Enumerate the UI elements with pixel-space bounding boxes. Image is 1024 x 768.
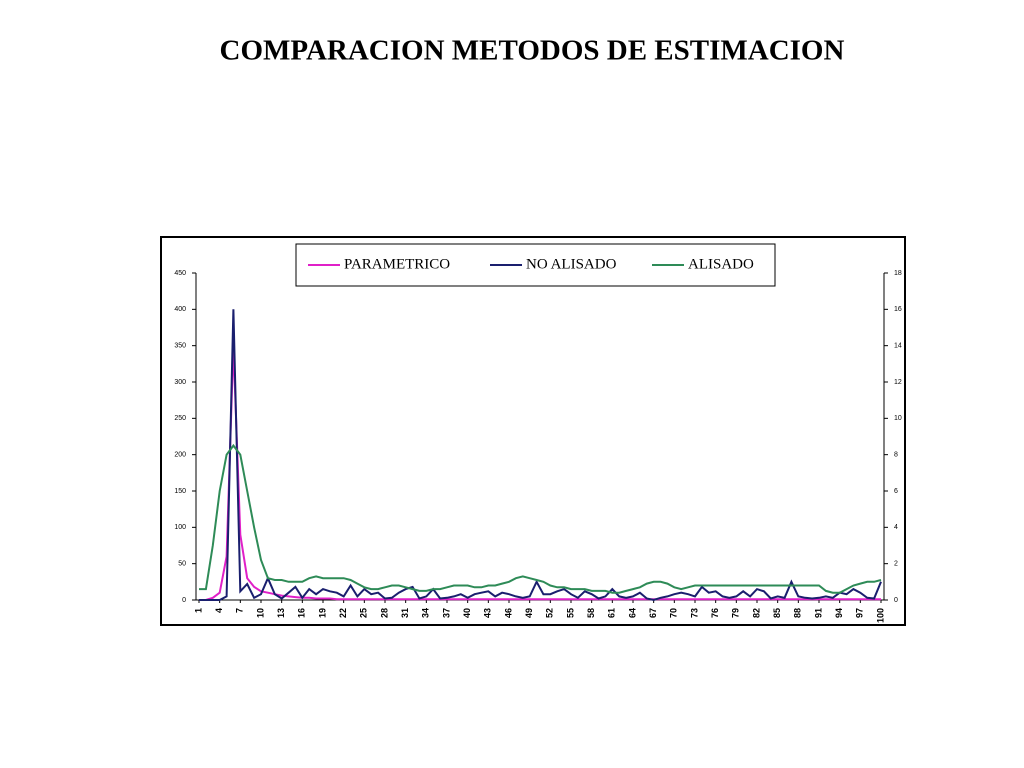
y-tick-label: 250 <box>174 415 186 422</box>
y2-tick-label: 0 <box>894 597 898 604</box>
x-tick-label: 100 <box>875 608 885 623</box>
y-tick-label: 450 <box>174 270 186 277</box>
y2-tick-label: 14 <box>894 343 902 350</box>
y2-tick-label: 2 <box>894 561 898 568</box>
y-tick-label: 50 <box>178 561 186 568</box>
legend-label: NO ALISADO <box>526 256 617 272</box>
x-tick-label: 28 <box>379 608 389 618</box>
y2-tick-label: 4 <box>894 524 898 531</box>
y-tick-label: 200 <box>174 452 186 459</box>
x-tick-label: 4 <box>214 608 224 613</box>
y-tick-label: 0 <box>182 597 186 604</box>
legend-label: ALISADO <box>688 256 754 272</box>
y2-tick-label: 18 <box>894 270 902 277</box>
chart-title: COMPARACION METODOS DE ESTIMACION <box>220 35 845 67</box>
x-tick-label: 67 <box>648 608 658 618</box>
y-tick-label: 150 <box>174 488 186 495</box>
x-tick-label: 52 <box>545 608 555 618</box>
chart-frame <box>160 236 906 626</box>
x-tick-label: 64 <box>627 608 637 618</box>
y2-tick-label: 6 <box>894 488 898 495</box>
legend-box <box>295 243 776 287</box>
x-tick-label: 97 <box>855 608 865 618</box>
y-tick-label: 400 <box>174 306 186 313</box>
x-tick-label: 85 <box>772 608 782 618</box>
y2-tick-label: 8 <box>894 452 898 459</box>
y-tick-label: 300 <box>174 379 186 386</box>
x-tick-label: 1 <box>193 608 203 613</box>
y-tick-label: 100 <box>174 524 186 531</box>
x-tick-label: 82 <box>751 608 761 618</box>
x-tick-label: 76 <box>710 608 720 618</box>
x-tick-label: 70 <box>669 608 679 618</box>
x-tick-label: 49 <box>524 608 534 618</box>
series-line <box>199 345 881 601</box>
x-tick-label: 40 <box>462 608 472 618</box>
x-tick-label: 46 <box>503 608 513 618</box>
y2-tick-label: 12 <box>894 379 902 386</box>
x-tick-label: 19 <box>317 608 327 618</box>
x-tick-label: 94 <box>834 608 844 618</box>
x-tick-label: 22 <box>338 608 348 618</box>
x-tick-label: 16 <box>297 608 307 618</box>
series-line <box>199 443 882 594</box>
x-tick-label: 88 <box>793 608 803 618</box>
x-tick-label: 91 <box>813 608 823 618</box>
series-line <box>199 309 882 602</box>
x-tick-label: 79 <box>731 608 741 618</box>
x-tick-label: 37 <box>441 608 451 618</box>
x-tick-label: 25 <box>359 608 369 618</box>
x-tick-label: 61 <box>607 608 617 618</box>
x-tick-label: 55 <box>565 608 575 618</box>
x-tick-label: 10 <box>255 608 265 618</box>
x-tick-label: 73 <box>689 608 699 618</box>
x-tick-label: 7 <box>235 608 245 613</box>
y-tick-label: 350 <box>174 343 186 350</box>
y2-tick-label: 10 <box>894 415 902 422</box>
x-tick-label: 31 <box>400 608 410 618</box>
x-tick-label: 34 <box>421 608 431 618</box>
legend-label: PARAMETRICO <box>344 256 450 272</box>
y2-tick-label: 16 <box>894 306 902 313</box>
x-tick-label: 43 <box>483 608 493 618</box>
x-tick-label: 13 <box>276 608 286 618</box>
x-tick-label: 58 <box>586 608 596 618</box>
